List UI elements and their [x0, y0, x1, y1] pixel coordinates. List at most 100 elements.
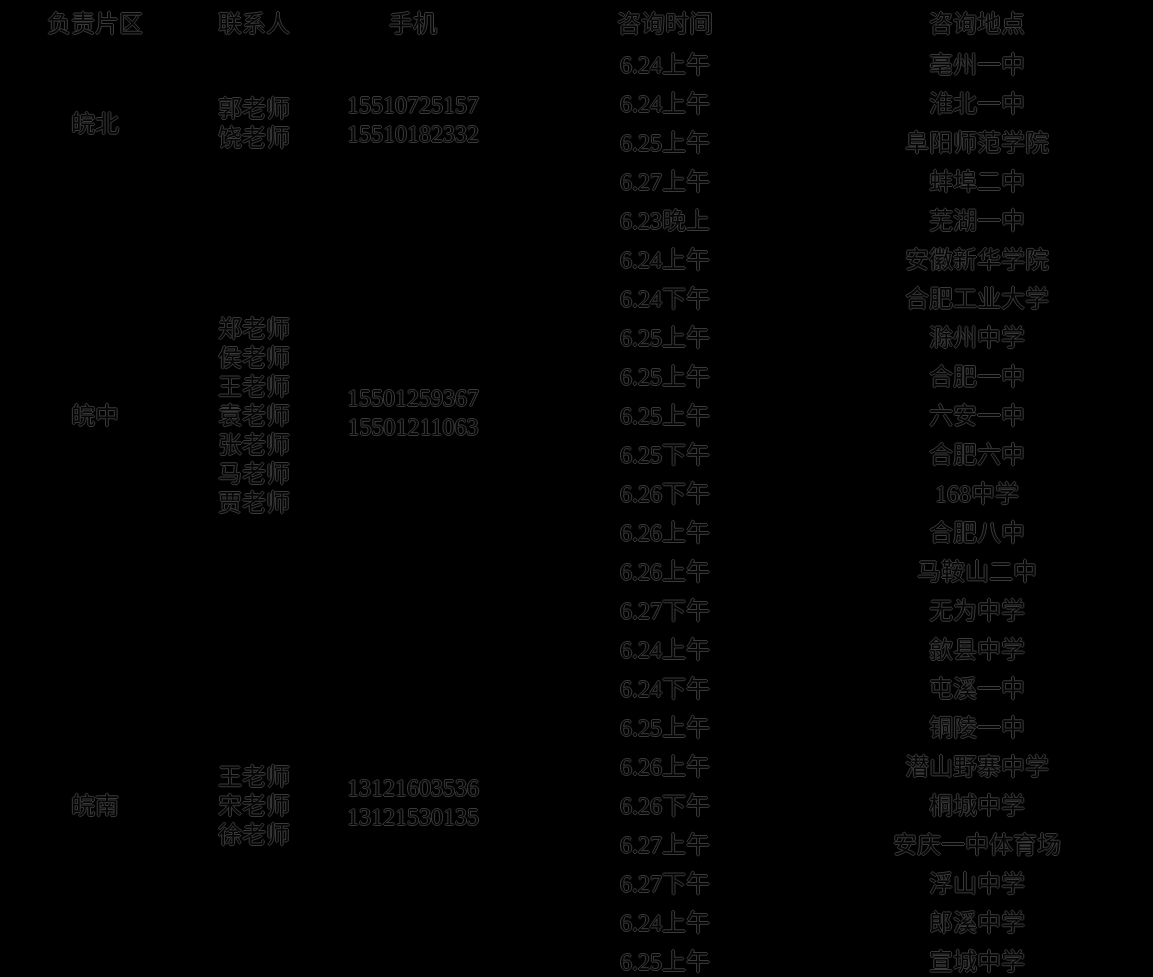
time-cell: 6.26上午	[620, 560, 710, 586]
schedule-row: 6.26上午 马鞍山二中	[508, 550, 1153, 589]
contact-name: 郑老师	[218, 317, 290, 343]
place-cell: 浮山中学	[929, 872, 1025, 898]
time-cell: 6.26上午	[620, 755, 710, 781]
time-cell: 6.26下午	[620, 794, 710, 820]
phone-number: 15510182332	[347, 122, 479, 148]
schedule-row: 6.27下午 浮山中学	[508, 862, 1153, 901]
place-cell: 六安一中	[929, 404, 1025, 430]
time-cell: 6.26下午	[620, 482, 710, 508]
phones-cell: 15510725157 15510182332	[318, 43, 508, 199]
time-cell: 6.24上午	[620, 911, 710, 937]
schedule-row: 6.24上午 安徽新华学院	[508, 238, 1153, 277]
place-cell: 淮北一中	[929, 92, 1025, 118]
place-cell: 安徽新华学院	[905, 248, 1049, 274]
place-cell: 铜陵一中	[929, 716, 1025, 742]
time-cell: 6.24上午	[620, 92, 710, 118]
phone-number: 15510725157	[347, 93, 479, 119]
schedule-row: 6.26上午 合肥八中	[508, 511, 1153, 550]
place-cell: 阜阳师范学院	[905, 131, 1049, 157]
phone-number: 15501211063	[347, 414, 479, 441]
table-section-wannan: 皖南 王老师 宋老师 徐老师 13121603536 13121530135 6…	[0, 628, 1153, 977]
time-cell: 6.27上午	[620, 833, 710, 859]
schedule-row: 6.24上午 郎溪中学	[508, 901, 1153, 940]
contact-name: 侯老师	[218, 346, 290, 372]
time-cell: 6.27下午	[620, 599, 710, 625]
phones-cell: 13121603536 13121530135	[318, 628, 508, 977]
schedule-row: 6.25上午 合肥一中	[508, 355, 1153, 394]
place-cell: 蚌埠二中	[929, 170, 1025, 196]
place-cell: 郎溪中学	[929, 911, 1025, 937]
schedule-row: 6.24下午 屯溪一中	[508, 667, 1153, 706]
place-cell: 芜湖一中	[929, 209, 1025, 235]
time-cell: 6.25上午	[620, 131, 710, 157]
schedule-rows: 6.23晚上 芜湖一中 6.24上午 安徽新华学院 6.24下午 合肥工业大学 …	[508, 199, 1153, 628]
place-cell: 歙县中学	[929, 638, 1025, 664]
place-cell: 潜山野寨中学	[905, 755, 1049, 781]
schedule-row: 6.25上午 宣城中学	[508, 940, 1153, 977]
schedule-row: 6.27下午 无为中学	[508, 589, 1153, 628]
phone-number: 13121530135	[347, 804, 479, 831]
time-cell: 6.26上午	[620, 521, 710, 547]
time-cell: 6.27下午	[620, 872, 710, 898]
schedule-row: 6.26下午 桐城中学	[508, 784, 1153, 823]
place-cell: 安庆一中体育场	[893, 833, 1061, 859]
time-cell: 6.24上午	[620, 53, 710, 79]
schedule-row: 6.25上午 铜陵一中	[508, 706, 1153, 745]
table-section-wanbei: 皖北 郭老师 饶老师 15510725157 15510182332 6.24上…	[0, 43, 1153, 199]
column-header-time: 咨询时间	[617, 12, 713, 38]
table-header-row: 负责片区 联系人 手机 咨询时间 咨询地点	[0, 0, 1153, 43]
time-cell: 6.25上午	[620, 716, 710, 742]
column-header-contact: 联系人	[218, 12, 290, 38]
schedule-row: 6.25下午 合肥六中	[508, 433, 1153, 472]
table-section-wanzhong: 皖中 郑老师 侯老师 王老师 袁老师 张老师 马老师 贾老师 155012593…	[0, 199, 1153, 628]
place-cell: 桐城中学	[929, 794, 1025, 820]
time-cell: 6.24上午	[620, 638, 710, 664]
schedule-row: 6.24上午 亳州一中	[508, 43, 1153, 82]
schedule-row: 6.25上午 六安一中	[508, 394, 1153, 433]
phone-number: 15501259367	[347, 385, 479, 412]
schedule-row: 6.26上午 潜山野寨中学	[508, 745, 1153, 784]
contacts-cell: 王老师 宋老师 徐老师	[190, 628, 318, 977]
place-cell: 马鞍山二中	[917, 560, 1037, 586]
contacts-cell: 郑老师 侯老师 王老师 袁老师 张老师 马老师 贾老师	[190, 199, 318, 628]
column-header-phone: 手机	[389, 12, 437, 38]
phone-number: 13121603536	[347, 775, 479, 802]
time-cell: 6.25上午	[620, 404, 710, 430]
place-cell: 无为中学	[929, 599, 1025, 625]
contact-name: 王老师	[218, 765, 290, 791]
place-cell: 合肥八中	[929, 521, 1025, 547]
schedule-rows: 6.24上午 亳州一中 6.24上午 淮北一中 6.25上午 阜阳师范学院 6.…	[508, 43, 1153, 199]
phones-cell: 15501259367 15501211063	[318, 199, 508, 628]
place-cell: 合肥工业大学	[905, 287, 1049, 313]
contact-name: 王老师	[218, 375, 290, 401]
time-cell: 6.24下午	[620, 677, 710, 703]
contact-name: 贾老师	[218, 491, 290, 517]
contact-name: 饶老师	[218, 126, 290, 152]
column-header-region: 负责片区	[47, 12, 143, 38]
contact-name: 徐老师	[218, 823, 290, 849]
time-cell: 6.25下午	[620, 443, 710, 469]
time-cell: 6.23晚上	[620, 209, 710, 235]
place-cell: 滁州中学	[929, 326, 1025, 352]
time-cell: 6.27上午	[620, 170, 710, 196]
schedule-row: 6.26下午 168中学	[508, 472, 1153, 511]
place-cell: 屯溪一中	[929, 677, 1025, 703]
place-cell: 宣城中学	[929, 950, 1025, 976]
schedule-row: 6.25上午 滁州中学	[508, 316, 1153, 355]
time-cell: 6.25上午	[620, 950, 710, 976]
place-cell: 168中学	[935, 482, 1019, 508]
place-cell: 合肥六中	[929, 443, 1025, 469]
time-cell: 6.24下午	[620, 287, 710, 313]
contact-name: 宋老师	[218, 794, 290, 820]
contact-name: 张老师	[218, 433, 290, 459]
contact-name: 郭老师	[218, 97, 290, 123]
schedule-row: 6.27上午 安庆一中体育场	[508, 823, 1153, 862]
schedule-row: 6.23晚上 芜湖一中	[508, 199, 1153, 238]
schedule-row: 6.24上午 歙县中学	[508, 628, 1153, 667]
schedule-row: 6.24下午 合肥工业大学	[508, 277, 1153, 316]
time-cell: 6.25上午	[620, 326, 710, 352]
region-cell: 皖北	[71, 111, 119, 138]
time-cell: 6.25上午	[620, 365, 710, 391]
contact-name: 马老师	[218, 462, 290, 488]
